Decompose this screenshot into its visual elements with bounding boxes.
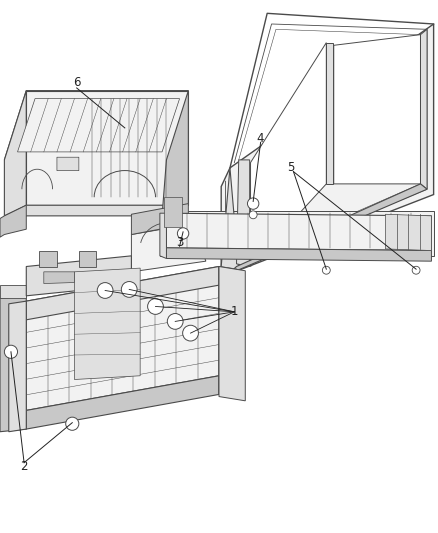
Polygon shape — [166, 248, 431, 261]
Polygon shape — [4, 91, 188, 160]
Polygon shape — [166, 213, 431, 251]
Bar — [79, 251, 96, 266]
Polygon shape — [221, 24, 434, 274]
Polygon shape — [26, 376, 219, 429]
Circle shape — [66, 417, 79, 430]
Bar — [164, 197, 182, 227]
Polygon shape — [131, 224, 206, 272]
Circle shape — [412, 266, 420, 274]
Text: 5: 5 — [288, 161, 295, 174]
Circle shape — [322, 266, 330, 274]
Circle shape — [183, 325, 198, 341]
Polygon shape — [74, 268, 140, 379]
Bar — [39, 251, 57, 266]
Circle shape — [148, 298, 163, 314]
Polygon shape — [0, 296, 26, 432]
Polygon shape — [26, 266, 219, 320]
Polygon shape — [18, 99, 180, 152]
Text: 4: 4 — [257, 132, 265, 145]
Polygon shape — [26, 256, 131, 296]
Polygon shape — [385, 214, 431, 251]
Polygon shape — [162, 91, 188, 216]
Polygon shape — [334, 35, 420, 184]
Text: 2: 2 — [20, 460, 28, 473]
Polygon shape — [160, 213, 166, 259]
Polygon shape — [131, 204, 188, 235]
Polygon shape — [26, 91, 188, 205]
Polygon shape — [219, 266, 237, 397]
Circle shape — [97, 282, 113, 298]
Circle shape — [247, 198, 259, 209]
Polygon shape — [0, 205, 26, 237]
Polygon shape — [4, 91, 26, 216]
Polygon shape — [228, 184, 427, 274]
Polygon shape — [4, 205, 188, 216]
Text: 6: 6 — [73, 76, 81, 89]
Polygon shape — [160, 211, 434, 256]
Circle shape — [4, 345, 18, 358]
Polygon shape — [26, 266, 219, 410]
Text: 3: 3 — [176, 236, 183, 249]
Polygon shape — [326, 43, 333, 184]
FancyBboxPatch shape — [57, 157, 79, 171]
Polygon shape — [251, 43, 326, 266]
Circle shape — [121, 281, 137, 297]
Circle shape — [167, 313, 183, 329]
Polygon shape — [44, 272, 74, 284]
Polygon shape — [237, 160, 250, 266]
Circle shape — [249, 211, 257, 219]
Text: 1: 1 — [230, 305, 238, 318]
Polygon shape — [221, 168, 239, 274]
Polygon shape — [219, 266, 245, 401]
Bar — [0, 285, 26, 298]
Polygon shape — [9, 301, 26, 432]
Polygon shape — [420, 29, 427, 189]
Circle shape — [177, 228, 189, 239]
